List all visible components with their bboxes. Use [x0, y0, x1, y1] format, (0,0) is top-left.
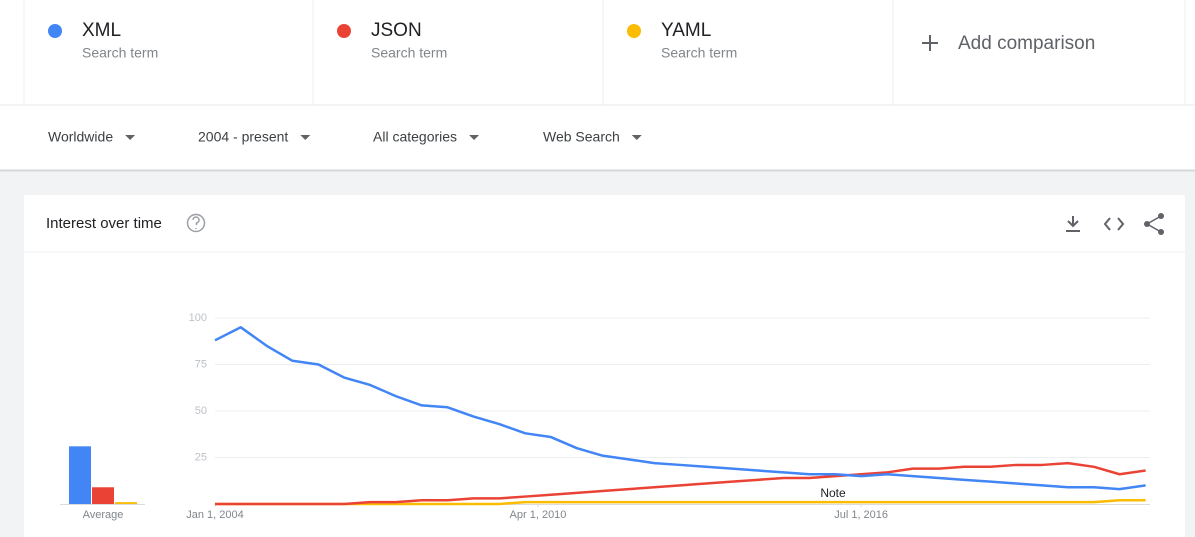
term-dot [337, 24, 351, 38]
filter-label[interactable]: All categories [373, 129, 457, 145]
add-comparison[interactable]: Add comparison [922, 33, 1095, 54]
term-subtitle: Search term [82, 45, 158, 61]
embed-icon[interactable] [1103, 217, 1125, 231]
series-line [214, 326, 1146, 491]
term-name[interactable]: YAML [661, 20, 711, 41]
x-tick-label: Apr 1, 2010 [510, 509, 567, 521]
average-bar [69, 446, 91, 504]
dropdown-arrow [469, 135, 480, 140]
average-bar [115, 502, 137, 504]
series-line [215, 499, 1146, 506]
term-name[interactable]: JSON [371, 20, 422, 41]
header-bg [0, 0, 1195, 170]
y-tick-label: 100 [189, 312, 207, 324]
share-icon[interactable] [1144, 213, 1164, 235]
dropdown-arrow [300, 135, 311, 140]
x-tick-label: Jul 1, 2016 [834, 509, 888, 521]
card-title: Interest over time [46, 215, 162, 232]
filter-label[interactable]: Worldwide [48, 129, 113, 145]
plus-icon [922, 35, 938, 51]
average-label: Average [83, 509, 124, 521]
average-bar [92, 487, 114, 504]
term-subtitle: Search term [371, 45, 447, 61]
note-annotation[interactable]: Note [820, 486, 846, 500]
x-tick-label: Jan 1, 2004 [186, 509, 244, 521]
filter-label[interactable]: Web Search [543, 129, 620, 145]
help-icon[interactable] [186, 213, 206, 233]
y-tick-label: 25 [195, 451, 207, 463]
filter-label[interactable]: 2004 - present [198, 129, 288, 145]
y-tick-label: 50 [195, 405, 207, 417]
dropdown-arrow [631, 135, 642, 140]
y-tick-label: 75 [195, 358, 207, 370]
term-name[interactable]: XML [82, 20, 121, 41]
term-dot [48, 24, 62, 38]
series-line [215, 461, 1146, 506]
term-subtitle: Search term [661, 45, 737, 61]
download-icon[interactable] [1066, 216, 1080, 232]
dropdown-arrow [125, 135, 136, 140]
term-dot [627, 24, 641, 38]
add-comparison-label[interactable]: Add comparison [958, 33, 1095, 54]
